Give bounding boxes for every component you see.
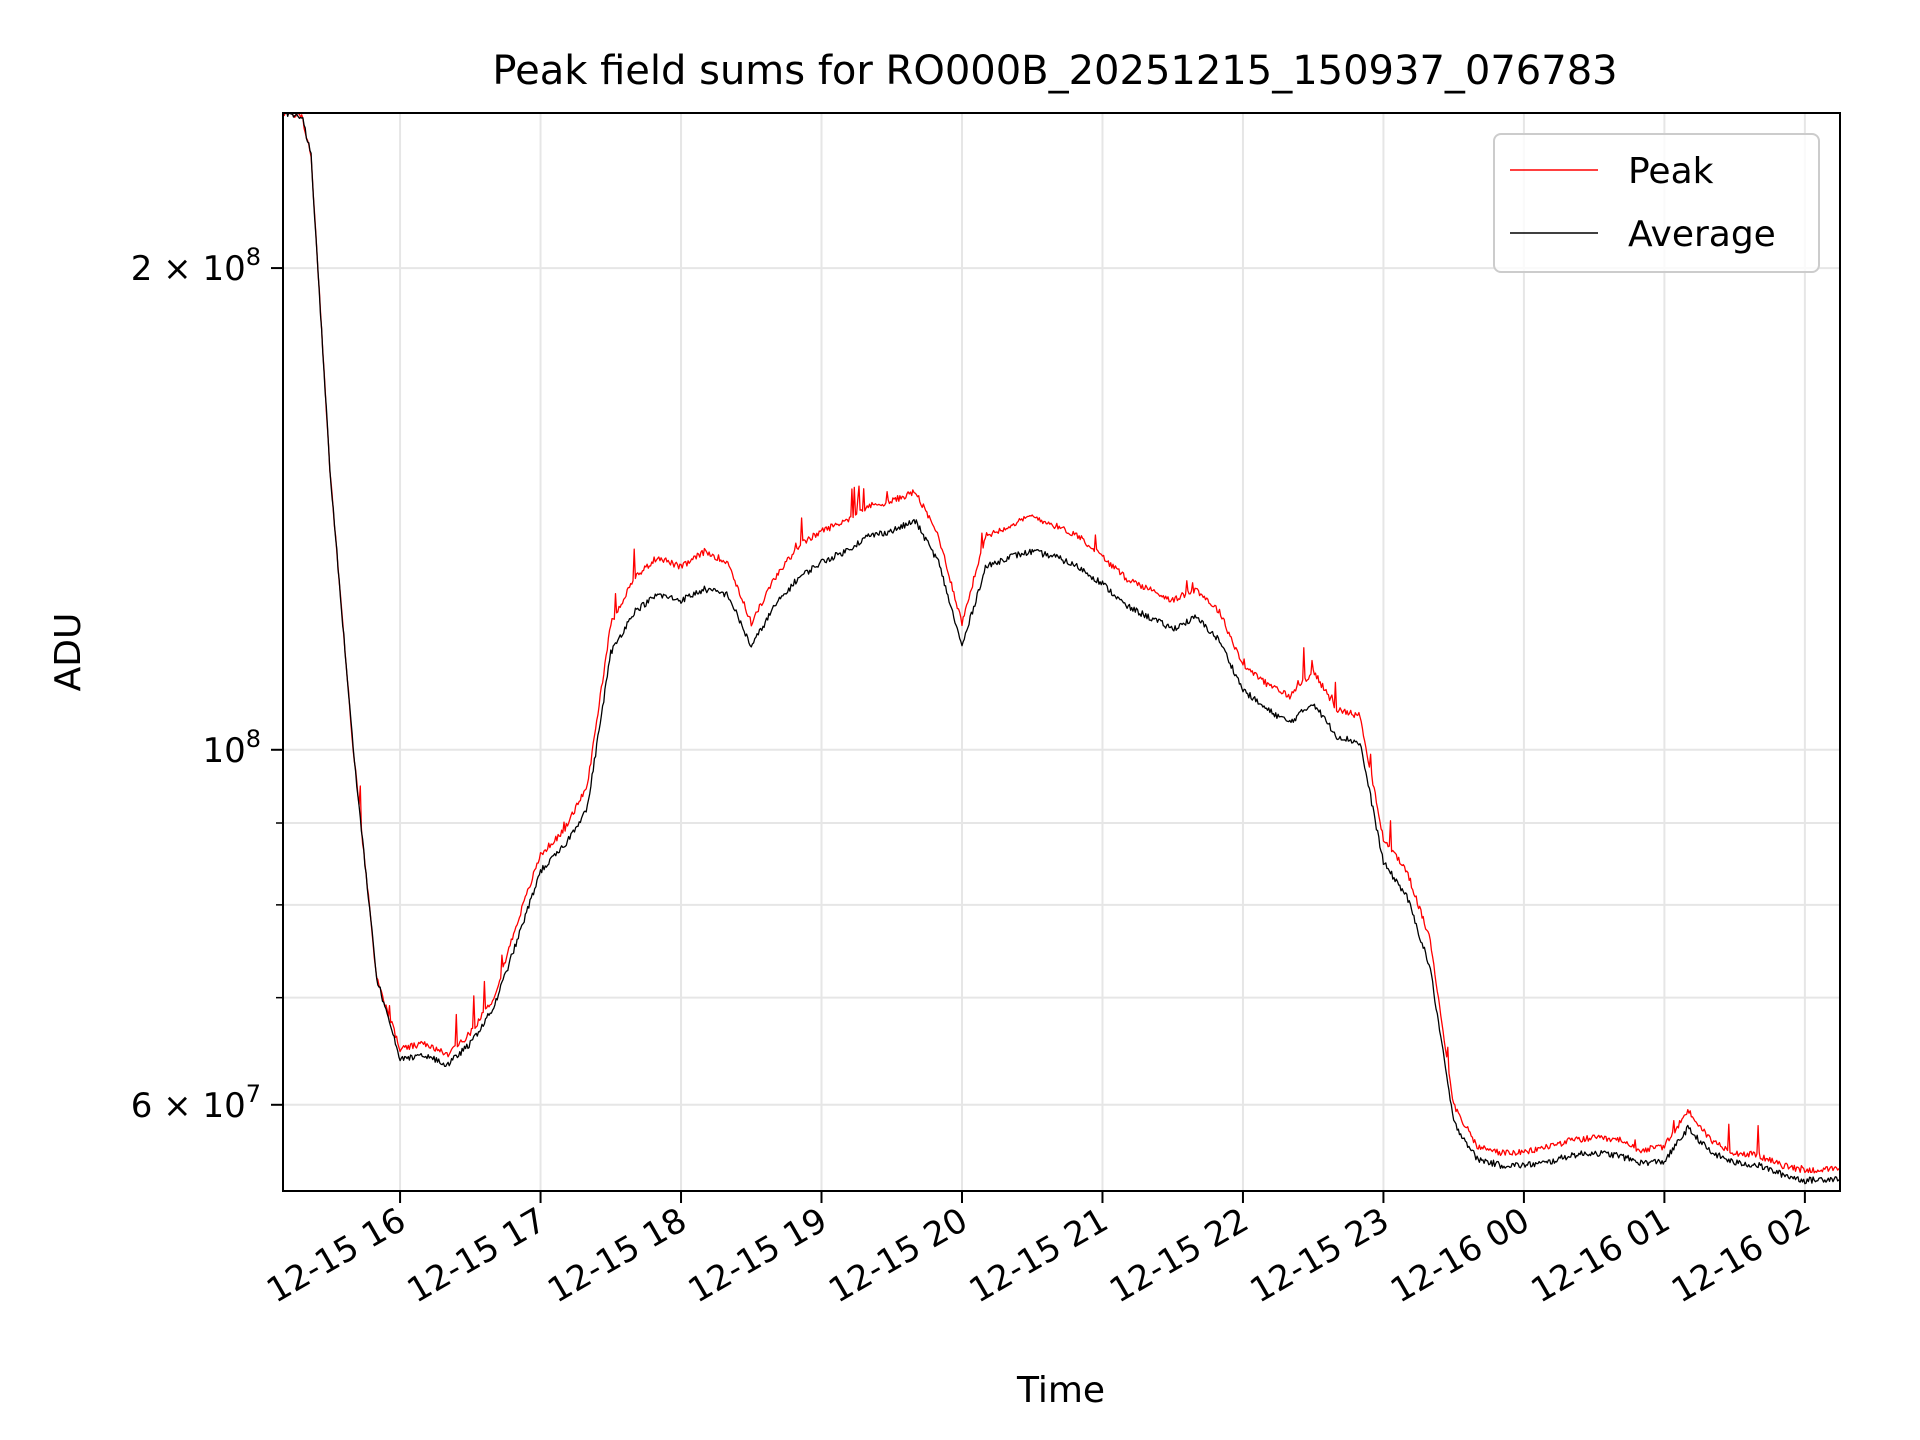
y-tick-base: 10 (202, 249, 245, 289)
y-tick-label: 6 × 107 (131, 1080, 261, 1126)
legend-label-average: Average (1628, 214, 1776, 255)
x-axis-label: Time (1016, 1370, 1105, 1411)
y-tick-label: 108 (202, 725, 261, 771)
legend: Peak Average (1493, 133, 1820, 273)
y-tick-base: 10 (202, 1086, 245, 1126)
chart-title: Peak field sums for RO000B_20251215_1509… (492, 48, 1617, 94)
y-tick-mantissa: 6 × (131, 1086, 203, 1126)
y-tick-exponent: 8 (246, 243, 261, 271)
series-line-peak (283, 113, 1840, 1174)
series-line-average (283, 113, 1840, 1185)
grid (283, 113, 1840, 1191)
y-tick-exponent: 7 (246, 1080, 261, 1108)
y-axis-label: ADU (48, 613, 89, 692)
y-tick-mantissa: 2 × (131, 249, 203, 289)
legend-box (1493, 133, 1820, 273)
y-tick-label: 2 × 108 (131, 243, 261, 289)
y-tick-base: 10 (202, 731, 245, 771)
legend-label-peak: Peak (1628, 151, 1714, 192)
plot-area (283, 113, 1840, 1185)
y-tick-exponent: 8 (246, 725, 261, 753)
axes-frame (282, 112, 1841, 1192)
